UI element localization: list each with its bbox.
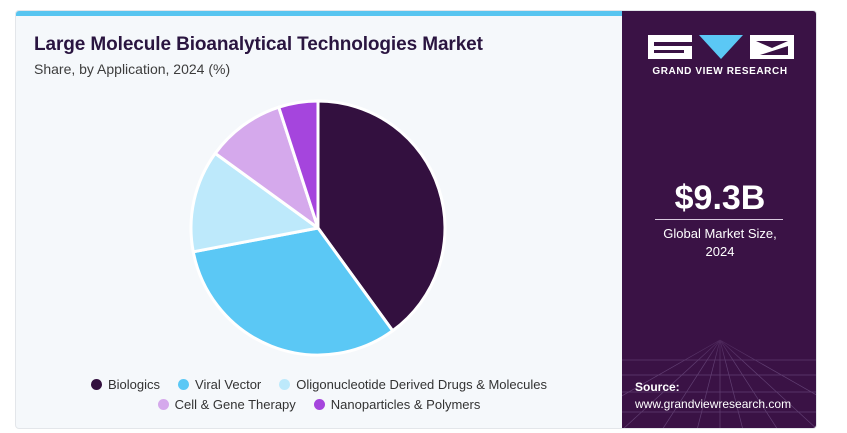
legend-dot-icon (279, 379, 290, 390)
legend-label: Viral Vector (195, 377, 261, 392)
brand-name: GRAND VIEW RESEARCH (622, 66, 817, 77)
grand-view-research-logo (648, 35, 794, 61)
pie-chart (16, 11, 622, 429)
chart-card: Large Molecule Bioanalytical Technologie… (15, 10, 817, 429)
legend-row-1: Biologics Viral Vector Oligonucleotide D… (16, 377, 622, 392)
legend-row-2: Cell & Gene Therapy Nanoparticles & Poly… (16, 397, 622, 412)
legend-dot-icon (314, 399, 325, 410)
market-size-label-line-1: Global Market Size, (622, 225, 817, 243)
legend-item-oligonucleotide: Oligonucleotide Derived Drugs & Molecule… (279, 377, 547, 392)
legend-dot-icon (178, 379, 189, 390)
source: Source: www.grandviewresearch.com (635, 379, 791, 413)
divider (655, 219, 783, 220)
summary-panel: GRAND VIEW RESEARCH $9.3B Global Market … (622, 11, 817, 429)
legend-label: Nanoparticles & Polymers (331, 397, 481, 412)
market-size-label: Global Market Size, 2024 (622, 225, 817, 261)
legend-dot-icon (158, 399, 169, 410)
legend-item-viral-vector: Viral Vector (178, 377, 261, 392)
market-size-label-line-2: 2024 (622, 243, 817, 261)
source-label: Source: (635, 379, 791, 396)
legend-label: Biologics (108, 377, 160, 392)
source-link[interactable]: www.grandviewresearch.com (635, 396, 791, 413)
market-size-value: $9.3B (622, 179, 817, 218)
legend-item-nanoparticles: Nanoparticles & Polymers (314, 397, 481, 412)
legend-label: Oligonucleotide Derived Drugs & Molecule… (296, 377, 547, 392)
legend-item-cell-gene-therapy: Cell & Gene Therapy (158, 397, 296, 412)
legend-dot-icon (91, 379, 102, 390)
legend-item-biologics: Biologics (91, 377, 160, 392)
legend-label: Cell & Gene Therapy (175, 397, 296, 412)
